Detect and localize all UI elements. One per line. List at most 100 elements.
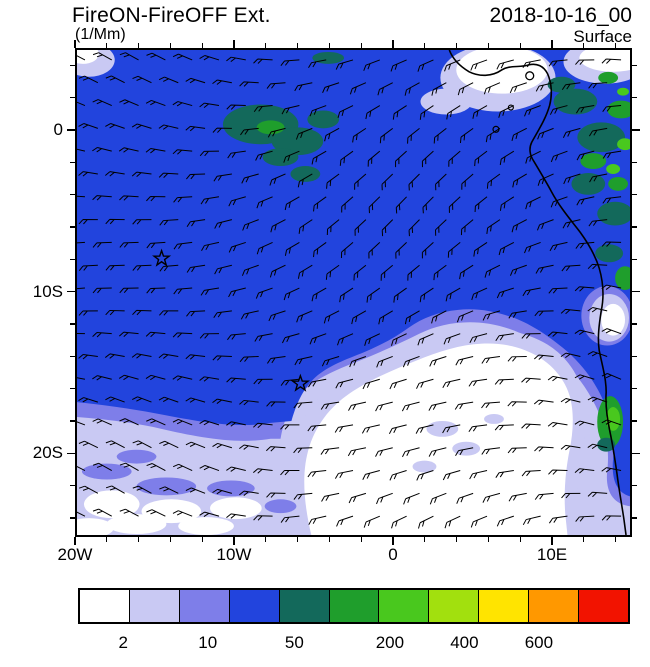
colorbar xyxy=(78,588,630,624)
x-minor-tick xyxy=(265,43,267,48)
coastal-green xyxy=(606,407,621,431)
y-minor-tick xyxy=(70,388,75,390)
x-minor-tick xyxy=(456,43,458,48)
colorbar-label: 200 xyxy=(375,633,405,652)
colorbar-cell xyxy=(378,590,429,622)
colorbar-cell xyxy=(228,590,279,622)
gulf-clear xyxy=(456,50,548,94)
clear-patch xyxy=(178,517,234,535)
streak xyxy=(81,463,132,480)
y-minor-tick xyxy=(70,97,75,99)
coastal-green xyxy=(597,437,616,452)
coastline xyxy=(448,50,627,535)
x-minor-tick xyxy=(169,43,171,48)
x-minor-tick xyxy=(360,43,362,48)
x-minor-tick xyxy=(583,537,585,542)
y-axis-label: 20S xyxy=(32,443,63,463)
y-major-tick xyxy=(632,452,640,455)
x-minor-tick xyxy=(519,43,521,48)
x-minor-tick xyxy=(615,537,617,542)
y-minor-tick xyxy=(70,420,75,422)
coastal-green xyxy=(580,153,607,170)
y-minor-tick xyxy=(632,161,637,163)
x-minor-tick xyxy=(583,43,585,48)
tongue-speck xyxy=(412,460,437,473)
x-minor-tick xyxy=(424,537,426,542)
x-axis-label: 0 xyxy=(388,545,398,564)
x-minor-tick xyxy=(615,43,617,48)
streak xyxy=(136,477,197,496)
y-minor-tick xyxy=(632,194,637,196)
y-minor-tick xyxy=(632,258,637,260)
coastal-green xyxy=(553,88,598,115)
colorbar-cell xyxy=(178,590,229,622)
coastal-green xyxy=(617,87,630,96)
clear-patch xyxy=(77,518,114,535)
colorbar-label: 50 xyxy=(284,633,304,652)
x-minor-tick xyxy=(456,537,458,542)
high-value-patch xyxy=(271,127,324,156)
x-minor-tick xyxy=(265,537,267,542)
y-minor-tick xyxy=(70,355,75,357)
gulf-fringe xyxy=(420,88,473,115)
coastal-green xyxy=(607,100,630,119)
plot-units-label: (1/Mm) xyxy=(75,26,126,43)
high-value-patch xyxy=(307,110,340,129)
corner-clear xyxy=(77,50,99,64)
contour-map xyxy=(77,50,630,535)
y-major-tick xyxy=(67,129,75,131)
coastal-green xyxy=(615,266,630,291)
y-minor-tick xyxy=(632,64,637,66)
high-value-patch xyxy=(290,166,321,182)
x-major-tick xyxy=(233,537,235,545)
coastal-green xyxy=(598,71,619,84)
y-minor-tick xyxy=(70,64,75,66)
x-minor-tick xyxy=(297,43,299,48)
map-plot xyxy=(75,48,632,537)
y-minor-tick xyxy=(632,355,637,357)
tongue-speck xyxy=(484,413,504,424)
clear-patch xyxy=(106,514,167,535)
island-outline xyxy=(507,104,514,111)
high-value-patch xyxy=(262,148,299,167)
colorbar-cell xyxy=(328,590,379,622)
x-minor-tick xyxy=(169,537,171,542)
x-minor-tick xyxy=(487,537,489,542)
y-minor-tick xyxy=(632,485,637,487)
x-minor-tick xyxy=(328,43,330,48)
y-major-tick xyxy=(67,452,75,455)
y-minor-tick xyxy=(70,161,75,163)
colorbar-cell xyxy=(478,590,529,622)
y-minor-tick xyxy=(70,517,75,519)
plot-datetime: 2018-10-16_00 xyxy=(489,4,632,27)
smoke-plume-contour xyxy=(77,50,630,497)
clear-patch xyxy=(210,497,262,520)
coastal-green xyxy=(577,122,626,153)
x-minor-tick xyxy=(424,43,426,48)
streak xyxy=(116,449,157,464)
x-minor-tick xyxy=(106,43,108,48)
x-axis-label: 10E xyxy=(536,545,568,564)
x-major-tick xyxy=(233,40,235,48)
y-major-tick xyxy=(632,129,640,131)
coastal-green xyxy=(617,138,630,151)
y-major-tick xyxy=(67,290,75,293)
x-minor-tick xyxy=(297,537,299,542)
y-minor-tick xyxy=(632,226,637,228)
y-minor-tick xyxy=(70,258,75,260)
colorbar-label: 400 xyxy=(450,633,479,652)
y-axis-label: 0 xyxy=(53,119,63,139)
coastal-green xyxy=(547,76,576,93)
coastal-green xyxy=(608,176,629,191)
y-minor-tick xyxy=(70,226,75,228)
x-minor-tick xyxy=(360,537,362,542)
colorbar-cell xyxy=(80,590,129,622)
y-minor-tick xyxy=(632,388,637,390)
colorbar-cell xyxy=(278,590,329,622)
island-outline xyxy=(525,71,535,81)
plot-title: FireON-FireOFF Ext. xyxy=(72,4,271,27)
x-minor-tick xyxy=(328,537,330,542)
y-major-tick xyxy=(632,290,640,293)
streak xyxy=(264,499,297,514)
plot-level-label: Surface xyxy=(573,27,632,46)
